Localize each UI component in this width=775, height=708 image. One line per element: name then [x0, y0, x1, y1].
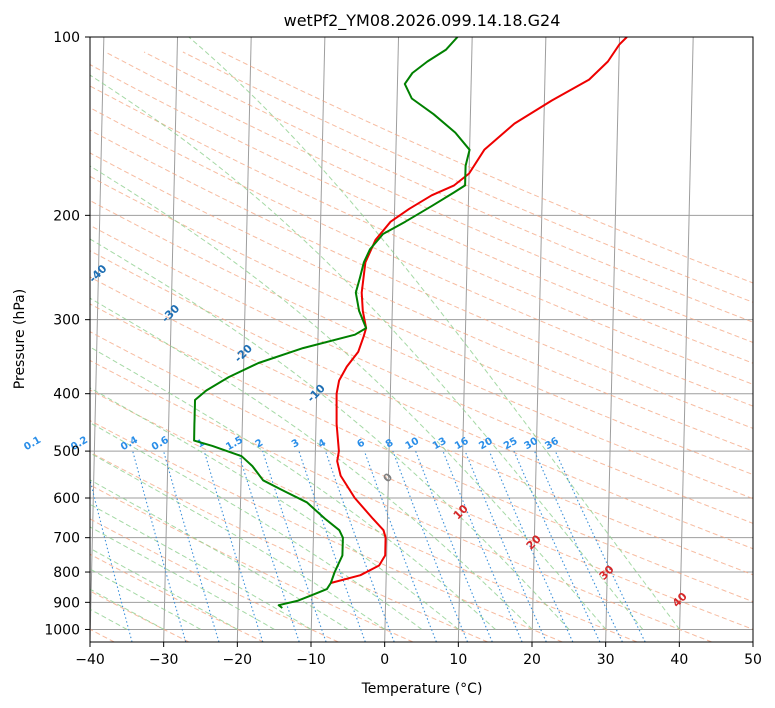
sounding-profiles [193, 37, 628, 609]
y-tick-label: 300 [53, 313, 80, 329]
dry-adiabat [90, 419, 563, 642]
mixing-ratio-line [163, 450, 220, 642]
mixing-ratio-line [392, 450, 469, 642]
moist-adiabat [90, 165, 607, 630]
moist-adiabat [90, 479, 349, 630]
y-tick-label: 700 [53, 531, 80, 547]
mixing-ratio-label: 8 [384, 437, 396, 450]
x-tick-label: 50 [744, 652, 762, 668]
x-tick-label: −10 [296, 652, 326, 668]
diagram-background-lines [90, 37, 753, 642]
moist-adiabat [90, 628, 91, 630]
dry-adiabat [90, 518, 339, 642]
y-tick-label: 500 [53, 444, 80, 460]
isotherm-line [236, 37, 252, 642]
dry-adiabat [182, 51, 753, 303]
isotherm-line [457, 37, 473, 642]
mixing-ratio-line [262, 450, 327, 642]
moist-adiabat [188, 37, 680, 630]
mixing-ratio-label: 4 [317, 437, 329, 450]
dry-adiabat [90, 276, 753, 576]
moist-adiabat [90, 238, 570, 630]
dry-adiabat [90, 303, 753, 603]
y-tick-label: 400 [53, 387, 80, 403]
mixing-ratio-label: 3 [290, 437, 302, 450]
temperature-profile [330, 37, 628, 584]
y-tick-label: 900 [53, 595, 80, 611]
moist-adiabat [90, 526, 275, 630]
mixing-ratio-line [324, 450, 395, 642]
mixing-ratio-line [203, 450, 264, 642]
isotherm-line [605, 37, 621, 642]
mixing-ratio-line [363, 450, 437, 642]
x-tick-label: 10 [449, 652, 467, 668]
mixing-ratio-line [237, 450, 300, 642]
moist-adiabat [90, 568, 202, 630]
dry-adiabat [90, 590, 190, 642]
y-tick-label: 800 [53, 565, 80, 581]
x-tick-label: −30 [149, 652, 179, 668]
isotherm-line [384, 37, 400, 642]
dry-adiabat [90, 64, 753, 364]
moist-adiabat [90, 346, 496, 630]
x-tick-label: −20 [223, 652, 253, 668]
mixing-ratio-label: 2 [254, 437, 266, 450]
mixing-ratio-line [90, 477, 133, 642]
x-tick-label: −40 [75, 652, 105, 668]
mixing-ratio-line [442, 450, 523, 642]
chart-title: wetPf2_YM08.2026.099.14.18.G24 [284, 11, 561, 31]
isotherm-line [531, 37, 547, 642]
dry-adiabat [90, 175, 753, 476]
y-tick-label: 100 [53, 30, 80, 46]
mixing-ratio-label: 6 [355, 437, 367, 450]
mixing-ratio-line [132, 450, 187, 642]
moist-adiabat [90, 503, 312, 630]
x-axis-label: Temperature (°C) [361, 681, 483, 697]
moist-adiabat [90, 387, 459, 630]
moist-adiabat [90, 547, 238, 630]
dry-adiabat [90, 200, 753, 500]
plot-frame [89, 36, 754, 643]
mixing-ratio-line [415, 450, 493, 642]
y-axis-label: Pressure (hPa) [12, 289, 28, 389]
dry-adiabat [90, 331, 753, 630]
x-tick-label: 40 [670, 652, 688, 668]
dewpoint-profile [193, 37, 471, 609]
moist-adiabat [90, 297, 533, 630]
x-tick-label: 20 [523, 652, 541, 668]
moist-adiabat [90, 422, 423, 630]
dry-adiabat [90, 224, 753, 524]
mixing-ratio-label: 1 [195, 437, 207, 450]
axes: −40 −30 −20 −10 0 10 20 30 40 50 100 200 300 400 500 60… [44, 30, 762, 668]
moist-adiabat [90, 452, 386, 630]
dry-adiabat [90, 85, 753, 385]
mixing-ratio-line [464, 450, 547, 642]
isotherm-line [163, 37, 179, 642]
mixing-ratio-line [298, 450, 366, 642]
dry-adiabat [105, 51, 753, 343]
y-tick-label: 1000 [44, 622, 80, 638]
x-tick-label: 0 [380, 652, 389, 668]
dry-adiabat [90, 451, 488, 642]
y-tick-label: 600 [53, 491, 80, 507]
mixing-ratio-line [488, 450, 574, 642]
isotherm-line [90, 37, 105, 642]
isotherm-line [752, 620, 753, 642]
dry-adiabat [143, 51, 753, 323]
x-tick-label: 30 [597, 652, 615, 668]
isotherm-line [678, 37, 694, 642]
mixing-ratio-label: 0.1 [22, 435, 43, 453]
dry-adiabat [90, 484, 414, 642]
y-tick-label: 200 [53, 208, 80, 224]
